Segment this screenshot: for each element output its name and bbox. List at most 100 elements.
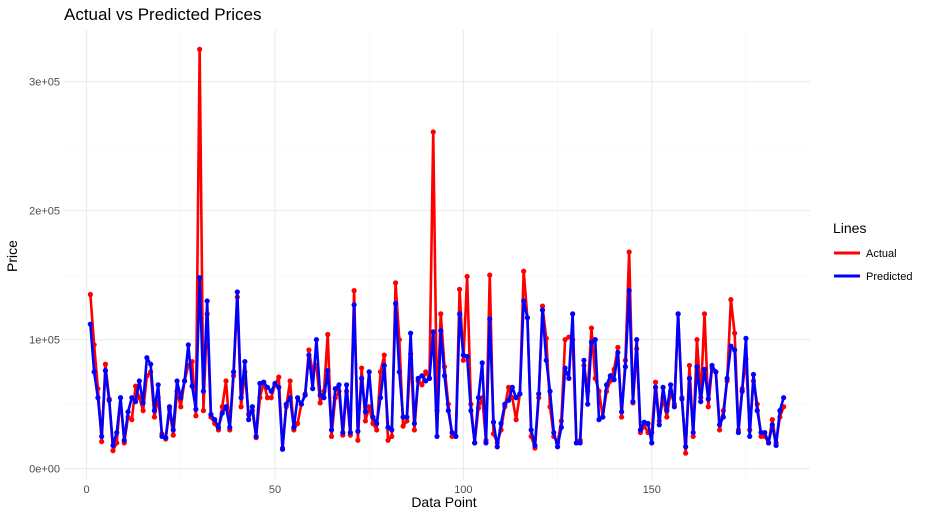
data-point-predicted: [246, 417, 252, 423]
x-tick-label: 100: [454, 484, 472, 496]
data-point-actual: [521, 268, 527, 274]
data-point-predicted: [562, 365, 568, 371]
data-point-predicted: [494, 444, 500, 450]
data-point-predicted: [306, 352, 312, 358]
data-point-predicted: [332, 386, 338, 392]
data-point-predicted: [197, 275, 203, 281]
data-point-predicted: [528, 427, 534, 433]
data-point-predicted: [91, 369, 97, 375]
data-point-actual: [197, 46, 203, 52]
data-point-predicted: [185, 342, 191, 348]
data-point-actual: [683, 450, 689, 456]
data-point-predicted: [762, 429, 768, 436]
data-point-actual: [464, 273, 470, 280]
data-point-predicted: [622, 364, 628, 370]
data-point-predicted: [438, 328, 444, 334]
data-point-predicted: [230, 369, 237, 375]
data-point-actual: [366, 404, 372, 410]
data-point-predicted: [728, 343, 734, 349]
data-point-predicted: [148, 361, 154, 367]
data-point-predicted: [509, 384, 515, 390]
data-point-actual: [694, 337, 700, 343]
data-point-predicted: [340, 429, 346, 436]
chart-title: Actual vs Predicted Prices: [64, 5, 261, 24]
data-point-predicted: [554, 444, 561, 450]
data-point-predicted: [313, 337, 320, 343]
data-point-predicted: [347, 429, 353, 436]
data-point-predicted: [351, 302, 357, 308]
data-point-actual: [615, 344, 621, 350]
data-point-predicted: [513, 395, 519, 401]
series-layer: [87, 46, 787, 456]
data-point-actual: [588, 325, 595, 331]
legend-title: Lines: [833, 220, 866, 236]
data-point-predicted: [698, 398, 704, 405]
data-point-predicted: [102, 368, 109, 374]
data-point-actual: [264, 395, 271, 401]
data-point-actual: [562, 337, 568, 343]
data-point-actual: [686, 362, 693, 369]
data-point-predicted: [683, 444, 689, 450]
data-point-predicted: [720, 414, 726, 420]
data-point-predicted: [343, 382, 350, 388]
legend-label-actual: Actual: [866, 248, 897, 260]
data-point-predicted: [87, 321, 93, 327]
x-tick-label: 50: [269, 484, 281, 496]
data-point-predicted: [189, 383, 195, 389]
data-point-predicted: [287, 395, 293, 401]
data-point-actual: [219, 404, 225, 410]
data-point-actual: [223, 378, 229, 384]
data-point-actual: [419, 382, 425, 388]
data-point-predicted: [668, 382, 674, 388]
data-point-predicted: [652, 384, 659, 390]
data-point-predicted: [193, 406, 199, 412]
data-point-predicted: [551, 429, 557, 436]
data-point-predicted: [611, 377, 617, 383]
data-point-predicted: [204, 298, 210, 304]
data-point-predicted: [765, 440, 772, 446]
data-point-predicted: [423, 378, 429, 384]
data-point-actual: [411, 427, 417, 433]
data-point-predicted: [355, 428, 361, 434]
data-point-predicted: [253, 433, 259, 440]
x-tick-label: 0: [84, 484, 90, 496]
data-point-predicted: [577, 440, 583, 446]
data-point-predicted: [521, 298, 527, 304]
data-point-actual: [664, 414, 670, 420]
data-point-actual: [359, 365, 365, 371]
data-point-actual: [430, 129, 436, 135]
data-point-predicted: [686, 375, 693, 381]
data-point-predicted: [283, 401, 289, 407]
data-point-predicted: [264, 384, 271, 390]
data-point-predicted: [178, 395, 184, 401]
data-point-predicted: [117, 395, 124, 401]
data-point-actual: [381, 352, 387, 358]
data-point-predicted: [498, 420, 504, 427]
data-point-predicted: [675, 311, 681, 317]
data-point-predicted: [732, 347, 738, 353]
data-point-predicted: [524, 315, 531, 321]
data-point-predicted: [758, 429, 764, 436]
data-point-actual: [377, 369, 384, 375]
data-point-predicted: [547, 388, 553, 394]
data-point-predicted: [408, 330, 414, 336]
data-point-predicted: [404, 414, 410, 420]
data-point-predicted: [637, 427, 644, 433]
data-point-predicted: [114, 429, 120, 436]
data-point-predicted: [110, 442, 116, 449]
data-point-predicted: [385, 424, 391, 430]
data-point-predicted: [660, 384, 666, 390]
data-point-predicted: [396, 369, 402, 375]
data-point-predicted: [238, 395, 244, 401]
data-point-actual: [306, 347, 312, 353]
data-point-predicted: [125, 409, 131, 415]
data-point-actual: [487, 272, 493, 278]
data-point-actual: [370, 420, 376, 427]
data-point-predicted: [215, 424, 222, 430]
data-point-predicted: [95, 395, 101, 401]
data-point-predicted: [166, 404, 173, 410]
data-point-predicted: [536, 391, 542, 397]
data-point-predicted: [570, 311, 576, 317]
data-point-predicted: [99, 433, 105, 440]
